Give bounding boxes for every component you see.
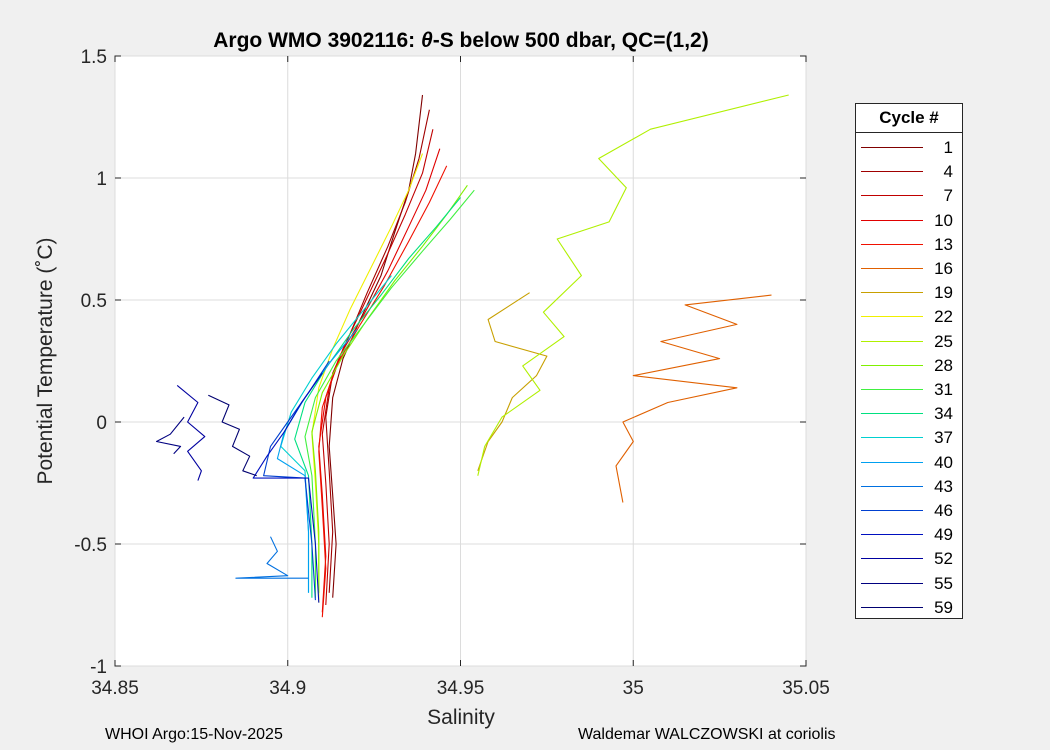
x-tick-label: 34.85 — [91, 678, 139, 699]
legend-label: 34 — [934, 404, 953, 424]
series-line-cycle-49 — [252, 372, 323, 603]
legend-swatch — [861, 292, 923, 294]
legend-label: 46 — [934, 501, 953, 520]
series-line-cycle-25 — [477, 94, 789, 476]
series-line-cycle-52 — [176, 384, 206, 481]
legend-label: 4 — [943, 162, 953, 182]
series-line-cycle-13 — [318, 165, 448, 618]
y-tick-label: 0 — [96, 413, 107, 434]
series-line-cycle-31 — [304, 189, 475, 598]
legend-swatch — [861, 413, 923, 415]
legend-swatch — [861, 582, 923, 584]
legend-label: 40 — [934, 452, 953, 472]
legend-label: 7 — [943, 186, 953, 206]
legend-item-cycle-4: 4 — [856, 160, 962, 184]
legend-label: 28 — [934, 355, 953, 375]
series-line-cycle-55 — [155, 416, 185, 455]
legend-swatch — [861, 558, 923, 560]
legend-swatch — [861, 268, 923, 269]
legend-label: 19 — [934, 283, 953, 303]
series-line-cycle-19 — [477, 292, 548, 471]
legend-item-cycle-46: 46 — [856, 499, 962, 523]
legend-item-cycle-43: 43 — [856, 475, 962, 499]
legend-swatch — [861, 219, 923, 221]
legend-label: 16 — [934, 259, 953, 278]
legend-label: 25 — [934, 331, 953, 351]
x-axis-label: Salinity — [427, 706, 495, 729]
legend-item-cycle-49: 49 — [856, 523, 962, 547]
grid — [114, 55, 807, 667]
series-line-cycle-7 — [321, 129, 434, 606]
legend-item-cycle-40: 40 — [856, 451, 962, 475]
legend-item-cycle-1: 1 — [856, 136, 962, 160]
legend-swatch — [861, 606, 923, 608]
legend-label: 49 — [934, 525, 953, 545]
series-line-cycle-59 — [208, 394, 257, 477]
legend-item-cycle-28: 28 — [856, 354, 962, 378]
legend-item-cycle-19: 19 — [856, 281, 962, 305]
series-line-cycle-40 — [276, 328, 358, 593]
legend-swatch — [861, 243, 923, 245]
footer-left: WHOI Argo:15-Nov-2025 — [105, 726, 283, 743]
y-tick-label: 1.5 — [81, 47, 107, 68]
legend-swatch — [861, 534, 923, 536]
legend-item-cycle-22: 22 — [856, 305, 962, 329]
legend-swatch — [861, 389, 923, 390]
series-line-cycle-28 — [311, 184, 468, 593]
y-tick-label: 0.5 — [81, 291, 107, 312]
legend-label: 55 — [934, 573, 953, 593]
series-line-cycle-43 — [235, 536, 309, 579]
legend-swatch — [861, 364, 923, 366]
y-tick-label: -0.5 — [74, 535, 107, 556]
legend-swatch — [861, 340, 923, 342]
legend-item-cycle-7: 7 — [856, 184, 962, 208]
legend-swatch — [861, 461, 923, 463]
y-tick-label: 1 — [96, 169, 107, 190]
legend-label: 13 — [934, 234, 953, 254]
legend-item-cycle-34: 34 — [856, 402, 962, 426]
legend-swatch — [861, 171, 923, 173]
legend-item-cycle-55: 55 — [856, 572, 962, 596]
legend-swatch — [861, 437, 923, 439]
series-line-cycle-16 — [615, 294, 772, 503]
legend-item-cycle-52: 52 — [856, 547, 962, 571]
legend-swatch — [861, 316, 923, 318]
legend-label: 52 — [934, 549, 953, 569]
legend-label: 59 — [934, 597, 953, 617]
legend-swatch — [861, 485, 923, 487]
x-tick-label: 35 — [623, 678, 644, 699]
legend-item-cycle-31: 31 — [856, 378, 962, 402]
chart-title: Argo WMO 3902116: θ-S below 500 dbar, QC… — [213, 29, 708, 52]
y-tick-label: -1 — [90, 657, 107, 678]
legend: Cycle # 1 4 7 10 13 16 19 22 25 28 31 34 37 40 43 46 49 5… — [855, 103, 963, 619]
axis-ticks: 34.85 34.9 34.95 35 35.05 -1 -0.5 0 0.5 1 1.5 — [74, 47, 830, 699]
legend-label: 37 — [934, 428, 953, 448]
legend-label: 43 — [934, 476, 953, 496]
legend-swatch — [861, 510, 923, 511]
data-series — [155, 94, 789, 618]
legend-label: 31 — [934, 380, 953, 399]
legend-item-cycle-13: 13 — [856, 233, 962, 257]
legend-item-cycle-16: 16 — [856, 257, 962, 281]
legend-swatch — [861, 147, 923, 148]
legend-title: Cycle # — [856, 104, 962, 133]
x-tick-label: 34.95 — [437, 678, 485, 699]
legend-item-cycle-25: 25 — [856, 330, 962, 354]
legend-label: 1 — [943, 138, 953, 157]
legend-item-cycle-59: 59 — [856, 596, 962, 620]
x-tick-label: 34.9 — [269, 678, 306, 699]
legend-item-cycle-37: 37 — [856, 426, 962, 450]
y-axis-label: Potential Temperature (˚C) — [34, 237, 57, 484]
legend-item-cycle-10: 10 — [856, 209, 962, 233]
x-tick-label: 35.05 — [782, 678, 830, 699]
legend-swatch — [861, 195, 923, 197]
legend-label: 22 — [934, 307, 953, 327]
legend-label: 10 — [934, 210, 953, 230]
footer-right: Waldemar WALCZOWSKI at coriolis — [578, 726, 836, 743]
